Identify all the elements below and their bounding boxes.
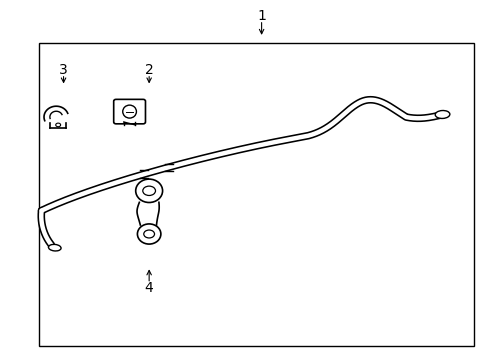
- Circle shape: [143, 230, 154, 238]
- Ellipse shape: [136, 179, 162, 202]
- Text: 4: 4: [144, 281, 153, 295]
- FancyBboxPatch shape: [113, 99, 145, 124]
- Text: 1: 1: [257, 9, 265, 23]
- Ellipse shape: [48, 244, 61, 251]
- Circle shape: [142, 186, 155, 195]
- Bar: [39, 43, 473, 346]
- Ellipse shape: [434, 111, 449, 118]
- Circle shape: [56, 123, 61, 127]
- Text: 2: 2: [144, 63, 153, 77]
- Ellipse shape: [122, 105, 136, 118]
- Text: 3: 3: [59, 63, 68, 77]
- Ellipse shape: [137, 224, 161, 244]
